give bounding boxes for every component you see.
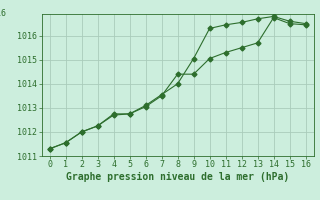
Text: 1016: 1016 — [0, 9, 6, 19]
X-axis label: Graphe pression niveau de la mer (hPa): Graphe pression niveau de la mer (hPa) — [66, 172, 289, 182]
